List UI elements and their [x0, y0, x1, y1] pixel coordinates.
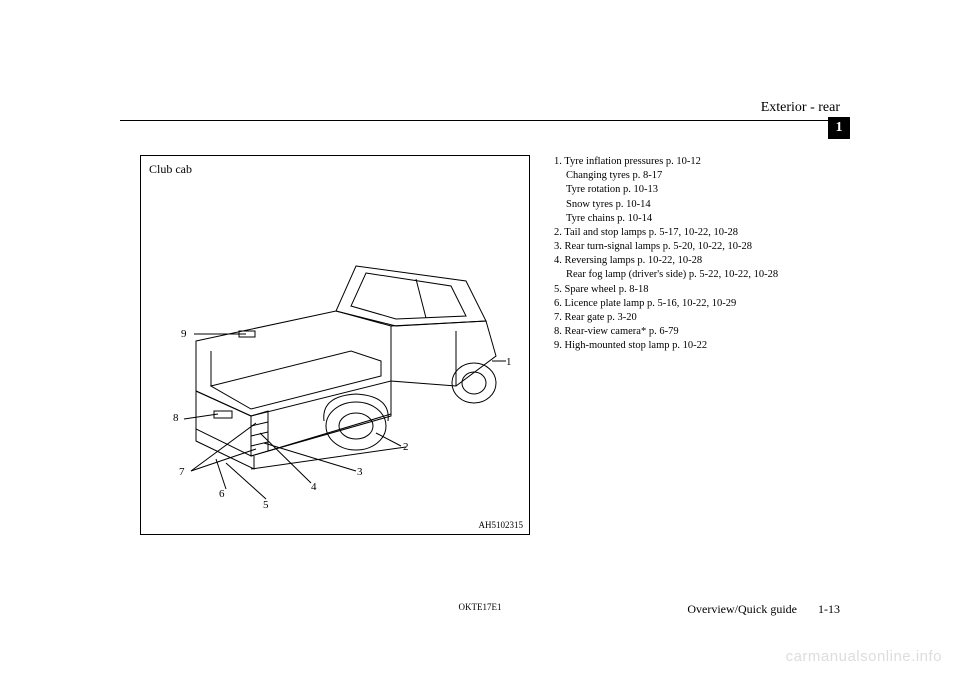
list-item: 5. Spare wheel p. 8-18	[554, 283, 840, 297]
callout-4: 4	[311, 481, 317, 493]
figure-code: AH5102315	[479, 520, 524, 530]
list-item: 6. Licence plate lamp p. 5-16, 10-22, 10…	[554, 297, 840, 311]
list-item: 8. Rear-view camera* p. 6-79	[554, 325, 840, 339]
callout-2: 2	[403, 441, 409, 453]
doc-code: OKTE17E1	[459, 602, 502, 612]
header-rule	[120, 120, 840, 121]
list-item: Changing tyres p. 8-17	[554, 169, 840, 183]
list-item: Rear fog lamp (driver's side) p. 5-22, 1…	[554, 268, 840, 282]
truck-illustration	[156, 211, 516, 511]
list-item: 9. High-mounted stop lamp p. 10-22	[554, 339, 840, 353]
list-item: Tyre rotation p. 10-13	[554, 183, 840, 197]
list-item: Snow tyres p. 10-14	[554, 198, 840, 212]
callout-5: 5	[263, 499, 269, 511]
figure-label: Club cab	[149, 162, 192, 177]
list-item: Tyre chains p. 10-14	[554, 212, 840, 226]
callout-9: 9	[181, 328, 187, 340]
footer: . OKTE17E1 Overview/Quick guide 1-13	[120, 602, 840, 617]
callout-6: 6	[219, 488, 225, 500]
figure-box: Club cab	[140, 155, 530, 535]
callout-7: 7	[179, 466, 185, 478]
page-title: Exterior - rear	[120, 100, 840, 116]
list-item: 4. Reversing lamps p. 10-22, 10-28	[554, 254, 840, 268]
page-number: 1-13	[818, 602, 840, 616]
footer-section: Overview/Quick guide	[687, 602, 797, 616]
header: Exterior - rear	[120, 100, 840, 121]
callout-1: 1	[506, 356, 512, 368]
list-item: 7. Rear gate p. 3-20	[554, 311, 840, 325]
list-item: 2. Tail and stop lamps p. 5-17, 10-22, 1…	[554, 226, 840, 240]
page: Exterior - rear 1 Club cab	[0, 0, 960, 679]
callout-3: 3	[357, 466, 363, 478]
content-row: Club cab	[140, 155, 840, 599]
callout-8: 8	[173, 412, 179, 424]
list-item: 3. Rear turn-signal lamps p. 5-20, 10-22…	[554, 240, 840, 254]
list-item: 1. Tyre inflation pressures p. 10-12	[554, 155, 840, 169]
watermark: carmanualsonline.info	[786, 648, 942, 665]
chapter-tab: 1	[828, 117, 850, 139]
reference-list: 1. Tyre inflation pressures p. 10-12 Cha…	[554, 155, 840, 599]
